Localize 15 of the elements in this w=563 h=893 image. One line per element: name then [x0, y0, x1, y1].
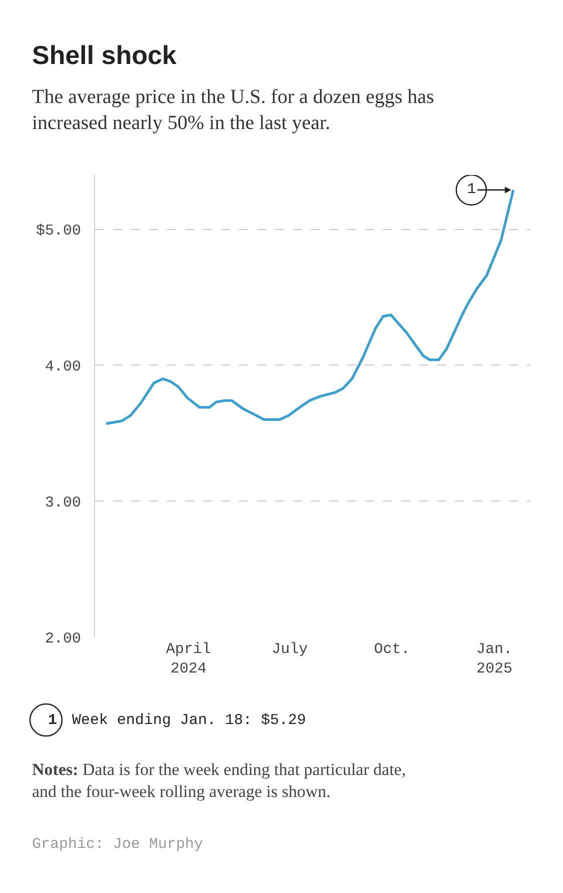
x-tick-label: Jan. 2025 [476, 641, 512, 678]
y-tick-label: 4.00 [44, 358, 81, 376]
text: Week ending Jan. 18: $5.29 [72, 712, 306, 729]
y-tick-label: $5.00 [36, 222, 81, 240]
chart-title: Shell shock [32, 40, 178, 70]
x-tick-label: Oct. [374, 641, 410, 658]
x-tick-label: July [272, 641, 308, 658]
text: 1 [48, 712, 58, 729]
chart-subtitle: The average price in the U.S. for a dozen eggs has increased nearly 50% in the last year. [32, 86, 434, 134]
annotation: 1 [467, 181, 476, 198]
x-tick-label: April 2024 [166, 641, 211, 678]
y-tick-label: 2.00 [44, 630, 81, 648]
y-tick-label: 3.00 [44, 494, 81, 512]
text: Notes: Data is for the week ending that particular date, and the four-week rolling average is shown. [32, 760, 406, 802]
text: Graphic: Joe Murphy [32, 836, 204, 853]
